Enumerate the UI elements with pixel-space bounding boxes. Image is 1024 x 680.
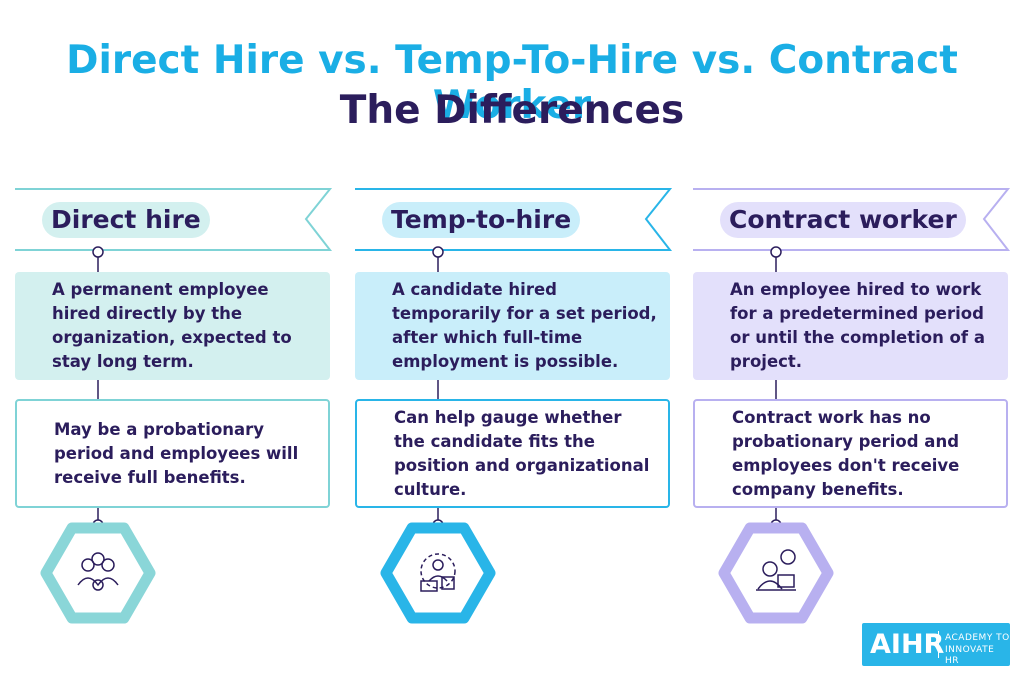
icon-part xyxy=(777,574,795,588)
icon-part xyxy=(762,561,778,577)
description-box: A permanent employee hired directly by t… xyxy=(15,272,330,380)
note-box: Contract work has no probationary period… xyxy=(693,399,1008,508)
logo-tagline: ACADEMY TO xyxy=(945,633,1010,643)
icon xyxy=(756,549,796,591)
connector-dot xyxy=(92,246,104,258)
hexagon xyxy=(40,522,156,624)
icon-part xyxy=(77,577,119,587)
icon xyxy=(420,553,456,592)
note-box: Can help gauge whether the candidate fit… xyxy=(355,399,670,508)
connector-dot xyxy=(770,246,782,258)
icon-part xyxy=(428,575,448,582)
icon-part xyxy=(101,558,115,572)
icon-part xyxy=(420,553,456,589)
icon-part xyxy=(420,580,438,592)
ribbon xyxy=(15,188,333,251)
title: Direct Hire vs. Temp-To-Hire vs. Contrac… xyxy=(66,38,958,128)
icon xyxy=(77,552,119,591)
hexagon xyxy=(380,522,496,624)
description-box: An employee hired to work for a predeter… xyxy=(693,272,1008,380)
note-box: May be a probationary period and employe… xyxy=(15,399,330,508)
logo-tagline: INNOVATE HR xyxy=(945,645,995,666)
icon-part xyxy=(780,549,796,565)
ribbon xyxy=(355,188,673,251)
description-box: A candidate hired temporarily for a set … xyxy=(355,272,670,380)
icon-part xyxy=(91,552,105,566)
ribbon xyxy=(693,188,1011,251)
icon-part xyxy=(92,579,104,591)
column-heading: Contract worker xyxy=(720,202,966,238)
column-heading: Direct hire xyxy=(42,202,210,238)
subtitle: The Differences xyxy=(339,88,685,133)
column-heading: Temp-to-hire xyxy=(382,202,581,238)
icon-part xyxy=(81,558,95,572)
icon-part xyxy=(432,559,444,571)
connector-dot xyxy=(432,246,444,258)
logo-divider xyxy=(938,631,939,658)
logo: AIHR ACADEMY TO INNOVATE HR xyxy=(862,623,1010,666)
logo-name: AIHR xyxy=(870,629,945,660)
icon-part xyxy=(441,576,455,590)
